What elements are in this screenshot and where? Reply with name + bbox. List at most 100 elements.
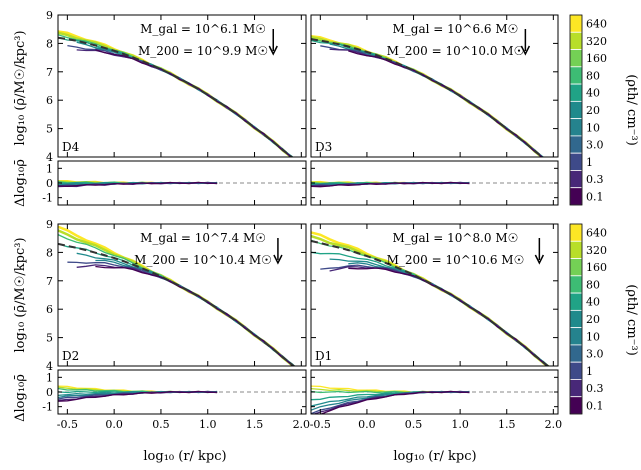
- y-tick-label: 9: [46, 9, 53, 22]
- profile-line: [67, 44, 292, 157]
- colorbar-tick-label: 10: [586, 121, 600, 134]
- x-tick-label: 2.0: [545, 418, 563, 431]
- x-tick-label: 0.0: [358, 418, 376, 431]
- arrow-head: [268, 45, 278, 56]
- profiles-resid: [311, 180, 558, 188]
- resid-y-tick-label: 1: [46, 371, 53, 384]
- x-tick-label: -0.5: [57, 418, 78, 431]
- annotation-m200: M_200 = 10^10.0 M☉: [387, 44, 525, 58]
- colorbar-tick-label: 320: [586, 244, 607, 257]
- resid-y-tick-label: -1: [42, 192, 53, 205]
- arrow-head: [520, 45, 531, 56]
- colorbar-label-top: (ρth/ cm⁻³): [624, 74, 639, 146]
- x-tick-label: 1.5: [498, 418, 516, 431]
- colorbar-tick-label: 20: [586, 104, 600, 117]
- resid-line: [58, 181, 218, 187]
- colorbar-swatch: [569, 170, 583, 189]
- panel-label: D1: [315, 349, 332, 363]
- profiles-main: [311, 231, 551, 366]
- xlabel-right: log₁₀ (r/ kpc): [393, 449, 476, 464]
- colorbar-tick-label: 160: [586, 261, 607, 274]
- colorbar-tick-label: 1: [586, 156, 593, 169]
- panel-label: D4: [62, 140, 80, 154]
- colorbar: 640 320 160 80 40 20 10 3.0 1 0.3 0.1: [569, 223, 607, 415]
- colorbar-swatch: [569, 66, 583, 85]
- panel-D2: -0.5 0.0 0.5 1.0 1.5 2.0 4 5 6 7 8 9 -1 0 1 M_gal = 10^…: [42, 218, 310, 431]
- y-tick-label: 7: [46, 275, 53, 288]
- colorbar-swatch: [569, 327, 583, 346]
- profile-line: [329, 266, 549, 366]
- main-axes-frame: [310, 223, 559, 367]
- colorbar-swatch: [569, 258, 583, 277]
- profiles-resid: [58, 179, 306, 188]
- x-tick-label: 1.0: [451, 418, 469, 431]
- colorbar-swatch: [569, 83, 583, 102]
- y-tick-label: 5: [46, 123, 53, 136]
- colorbar-tick-label: 3.0: [586, 348, 604, 361]
- colorbar-tick-label: 1: [586, 365, 593, 378]
- annotation-mgal: M_gal = 10^6.6 M☉: [393, 22, 519, 36]
- profile-line: [311, 251, 550, 366]
- profiles-resid: [58, 385, 306, 402]
- profile-line: [348, 262, 549, 366]
- x-tick-label: -0.5: [310, 418, 331, 431]
- profile-line: [320, 264, 549, 366]
- colorbar-tick-label: 3.0: [586, 139, 604, 152]
- profile-line: [76, 49, 292, 157]
- profile-line: [329, 43, 544, 157]
- profiles-main: [311, 35, 545, 157]
- main-axes-frame: [57, 14, 307, 158]
- resid-y-tick-label: -1: [42, 401, 53, 414]
- colorbar-swatch: [569, 14, 583, 33]
- profile-line: [311, 39, 545, 157]
- colorbar-tick-label: 20: [586, 313, 600, 326]
- colorbar: 640 320 160 80 40 20 10 3.0 1 0.3 0.1: [569, 14, 607, 206]
- colorbar-swatch: [569, 344, 583, 363]
- resid-line: [312, 390, 470, 414]
- colorbar-swatch: [569, 31, 583, 50]
- colorbar-swatch: [569, 152, 583, 171]
- resid-y-tick-label: 1: [46, 162, 53, 175]
- colorbar-tick-label: 80: [586, 69, 600, 82]
- colorbar-label-bottom: (ρth/ cm⁻³): [624, 284, 639, 356]
- colorbar-swatch: [569, 49, 583, 68]
- colorbar-swatch: [569, 275, 583, 294]
- ylabel-resid-bottom: Δlog₁₀ρ̄: [13, 374, 28, 422]
- profiles-main: [58, 225, 296, 366]
- profile-line: [95, 48, 293, 157]
- arrow-head: [534, 254, 545, 265]
- profile-line: [95, 259, 295, 366]
- colorbar-tick-label: 320: [586, 35, 607, 48]
- resid-y-tick-label: 0: [46, 177, 53, 190]
- y-tick-label: 8: [46, 246, 53, 259]
- colorbar-tick-label: 40: [586, 296, 600, 309]
- y-tick-label: 4: [46, 151, 53, 164]
- y-tick-label: 5: [46, 332, 53, 345]
- colorbar-tick-label: 80: [586, 278, 600, 291]
- profile-line: [76, 252, 295, 366]
- colorbar-frame: [569, 223, 583, 415]
- x-tick-label: 2.0: [293, 418, 311, 431]
- ylabel-main-top: log₁₀ (ρ̄/M☉/kpc³): [13, 30, 28, 145]
- colorbar-tick-label: 640: [586, 227, 607, 240]
- panel-D1: -0.5 0.0 0.5 1.0 1.5 2.0 M_gal = 10^8.0 M☉ M_20…: [310, 223, 563, 431]
- colorbar-tick-label: 0.1: [586, 190, 604, 203]
- profile-line: [329, 48, 543, 157]
- x-tick-label: 1.0: [199, 418, 217, 431]
- colorbar-swatch: [569, 135, 583, 154]
- resid-line: [58, 390, 218, 402]
- fit-line: [58, 242, 296, 366]
- colorbar-tick-label: 0.3: [586, 173, 604, 186]
- panel-D3: M_gal = 10^6.6 M☉ M_200 = 10^10.0 M☉ D3: [310, 14, 559, 206]
- panel-label: D3: [315, 140, 332, 154]
- colorbar-swatch: [569, 187, 583, 206]
- main-axes-frame: [57, 223, 307, 367]
- resid-line: [311, 181, 470, 188]
- profile-line: [348, 49, 544, 157]
- fit-line: [58, 36, 294, 157]
- colorbar-tick-label: 40: [586, 87, 600, 100]
- colorbar-swatch: [569, 240, 583, 259]
- profile-line: [329, 258, 549, 366]
- panel-D4: 4 5 6 7 8 9 -1 0 1 M_gal = 10^6.1 M☉ M_200 = 10^9.…: [42, 9, 307, 206]
- ylabel-main-bottom: log₁₀ (ρ̄/M☉/kpc³): [13, 237, 28, 352]
